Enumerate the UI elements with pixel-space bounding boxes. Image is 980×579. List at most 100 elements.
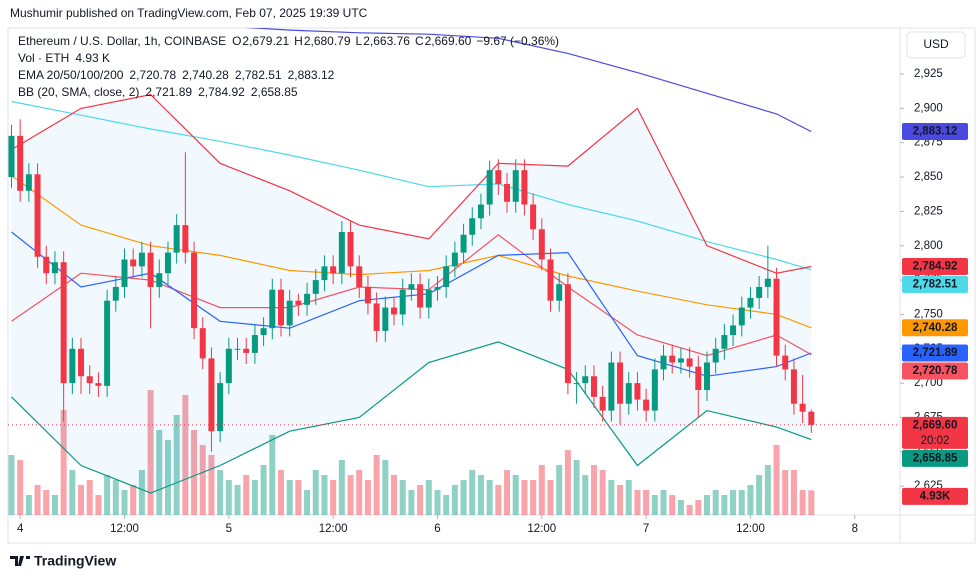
- ohlc-key: C: [415, 34, 424, 48]
- volume-bar: [460, 480, 467, 515]
- candle-body: [260, 328, 267, 336]
- candle-body: [147, 252, 154, 287]
- candle-body: [460, 234, 467, 253]
- change: −9.67 (−0.36%): [476, 34, 559, 48]
- price-label: 2,782.51: [913, 278, 958, 290]
- symbol-title: Ethereum / U.S. Dollar, 1h, COINBASE: [18, 34, 226, 48]
- volume-bar: [8, 455, 15, 515]
- volume-bar: [356, 470, 363, 515]
- x-tick-label: 12:00: [110, 523, 139, 535]
- candle-body: [208, 358, 215, 432]
- candle-body: [104, 300, 111, 386]
- indicator-value: 2,740.28: [182, 68, 229, 82]
- publisher: Mushumir published on TradingView.com, F…: [10, 6, 368, 20]
- candle-body: [556, 284, 563, 301]
- indicator-value: 2,721.89: [145, 85, 192, 99]
- price-label: 2,883.12: [913, 126, 958, 138]
- volume-bar: [330, 480, 337, 515]
- candle-body: [217, 383, 224, 432]
- y-tick-label: 2,900: [914, 102, 943, 114]
- currency[interactable]: USD: [923, 37, 949, 51]
- candle-body: [417, 284, 424, 308]
- indicator-line: [244, 28, 812, 133]
- volume-bar: [243, 475, 250, 515]
- volume-bar: [112, 480, 119, 515]
- candle-body: [782, 355, 789, 370]
- y-tick-label: 2,800: [914, 240, 943, 252]
- candle-body: [338, 232, 345, 274]
- indicator-title: EMA 20/50/100/200: [18, 68, 124, 82]
- volume-bar: [69, 470, 76, 515]
- candle-body: [321, 266, 328, 281]
- volume-bar: [121, 490, 128, 515]
- candle-body: [130, 259, 137, 267]
- volume-bar: [573, 460, 580, 515]
- x-tick-label: 8: [852, 523, 858, 535]
- volume-bar: [391, 475, 398, 515]
- candle-body: [582, 376, 589, 384]
- candle-body: [799, 403, 806, 412]
- volume-bar: [147, 390, 154, 515]
- ohlc-key: H: [294, 34, 303, 48]
- branding-text: TradingView: [34, 553, 116, 569]
- volume-bar: [43, 490, 50, 515]
- candle-body: [121, 259, 128, 287]
- volume-bar: [799, 490, 806, 515]
- y-tick-label: 2,850: [914, 171, 943, 183]
- volume-bar: [669, 495, 676, 515]
- candle-body: [643, 399, 650, 411]
- candle-body: [504, 183, 511, 202]
- y-tick-label: 2,750: [914, 308, 943, 320]
- candle-body: [286, 300, 293, 326]
- volume-bar: [747, 485, 754, 515]
- indicator-line: [11, 341, 812, 494]
- candle-body: [590, 376, 597, 397]
- volume-bar: [425, 480, 432, 515]
- volume-bar: [677, 500, 684, 515]
- candle-body: [8, 135, 15, 178]
- volume-bar: [295, 480, 302, 515]
- candle-body: [138, 252, 145, 267]
- candle-body: [399, 289, 406, 315]
- candle-body: [243, 348, 250, 353]
- candle-body: [808, 411, 815, 425]
- candle-body: [738, 307, 745, 326]
- volume-bar: [703, 495, 710, 515]
- indicator-value: 2,782.51: [235, 68, 282, 82]
- x-tick-label: 4: [17, 523, 24, 535]
- countdown: 20:02: [921, 435, 950, 447]
- volume-bar: [495, 485, 502, 515]
- candle-body: [34, 174, 41, 257]
- currency-button[interactable]: [906, 31, 966, 59]
- volume-bar: [191, 430, 198, 515]
- y-tick-label: 2,825: [914, 205, 943, 217]
- candle-body: [764, 278, 771, 287]
- volume-bar: [782, 470, 789, 515]
- volume-bar: [556, 465, 563, 515]
- candle-body: [277, 289, 284, 326]
- candle-body: [95, 383, 102, 386]
- candle-body: [330, 266, 337, 274]
- volume-bar: [347, 475, 354, 515]
- candle-body: [660, 355, 667, 370]
- candle-body: [521, 170, 528, 205]
- volume-bar: [764, 465, 771, 515]
- candle-body: [295, 300, 302, 305]
- candle-body: [373, 303, 380, 331]
- candle-body: [347, 232, 354, 267]
- volume-bar: [469, 470, 476, 515]
- price-label: 2,669.60: [913, 419, 958, 431]
- candle-body: [225, 348, 232, 384]
- volume-bar: [86, 480, 93, 515]
- ohlc-value: 2,669.60: [425, 34, 472, 48]
- candle-body: [391, 307, 398, 315]
- candle-body: [512, 170, 519, 202]
- candle-body: [495, 170, 502, 184]
- volume-bar: [321, 475, 328, 515]
- candle-body: [199, 328, 206, 359]
- volume-bar: [608, 480, 615, 515]
- indicator-line: [11, 93, 812, 274]
- indicator-title: BB (20, SMA, close, 2): [18, 85, 139, 99]
- volume-bar: [217, 470, 224, 515]
- candle-body: [182, 225, 189, 253]
